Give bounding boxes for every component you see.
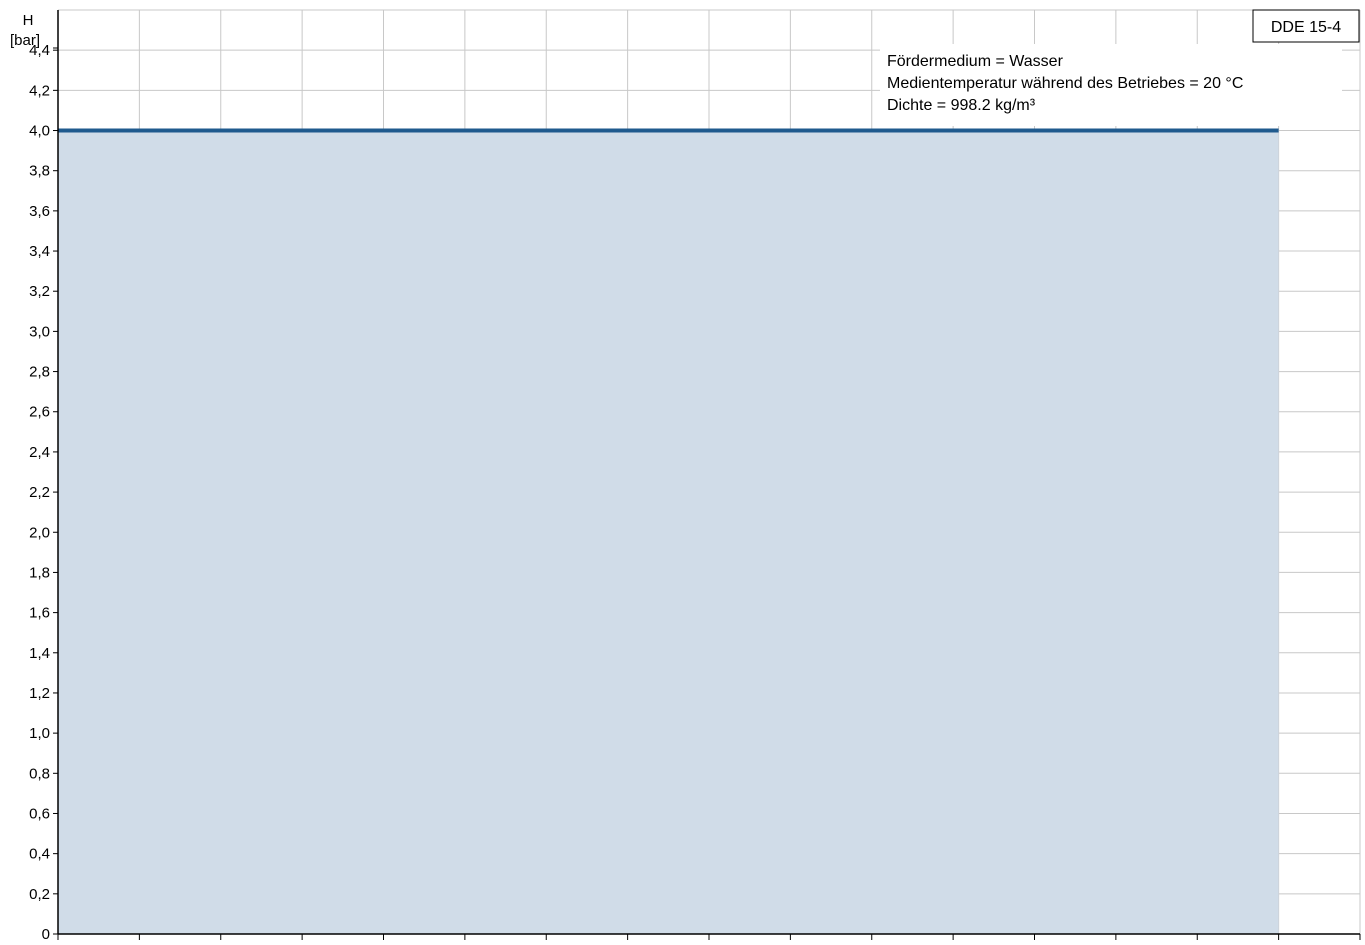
y-tick-label: 4,4	[29, 42, 50, 59]
info-line: Dichte = 998.2 kg/m³	[887, 97, 1036, 114]
y-tick-label: 2,4	[29, 444, 50, 461]
y-axis-label: H	[23, 12, 34, 29]
y-tick-label: 0,6	[29, 805, 50, 822]
y-tick-label: 4,0	[29, 123, 50, 140]
y-tick-label: 0	[42, 926, 50, 940]
axes	[53, 10, 1361, 940]
y-tick-label: 3,2	[29, 283, 50, 300]
y-tick-label: 2,6	[29, 404, 50, 421]
y-tick-label: 4,2	[29, 82, 50, 99]
series-area-fill	[58, 130, 1279, 935]
pump-label: DDE 15-4	[1271, 19, 1341, 36]
y-axis-unit-label: [bar]	[10, 32, 40, 49]
y-tick-label: 2,8	[29, 364, 50, 381]
y-tick-label: 3,0	[29, 323, 50, 340]
series-layer	[58, 128, 1279, 935]
y-tick-label: 3,6	[29, 203, 50, 220]
y-tick-label: 0,4	[29, 846, 50, 863]
labels: 0 0,2 0,4 0,6 0,8 1,0 1,2 1,4 1,6 1,8 2,0 2,2 2,4 2,6…	[10, 9, 1360, 943]
y-tick-label: 3,4	[29, 243, 50, 260]
info-box-background	[880, 44, 1342, 126]
info-line: Medientemperatur während des Betriebes =…	[887, 75, 1243, 92]
y-tick-label: 1,0	[29, 725, 50, 742]
y-tick-label: 0,8	[29, 765, 50, 782]
y-tick-label: 1,8	[29, 564, 50, 581]
pump-label-box	[1252, 9, 1360, 43]
y-tick-label: 2,2	[29, 484, 50, 501]
y-tick-label: 1,2	[29, 685, 50, 702]
y-tick-label: 2,0	[29, 524, 50, 541]
y-tick-label: 3,8	[29, 163, 50, 180]
y-tick-label: 0,2	[29, 886, 50, 903]
info-line: Fördermedium = Wasser	[887, 53, 1064, 70]
y-tick-label: 1,4	[29, 645, 50, 662]
y-tick-label: 1,6	[29, 605, 50, 622]
